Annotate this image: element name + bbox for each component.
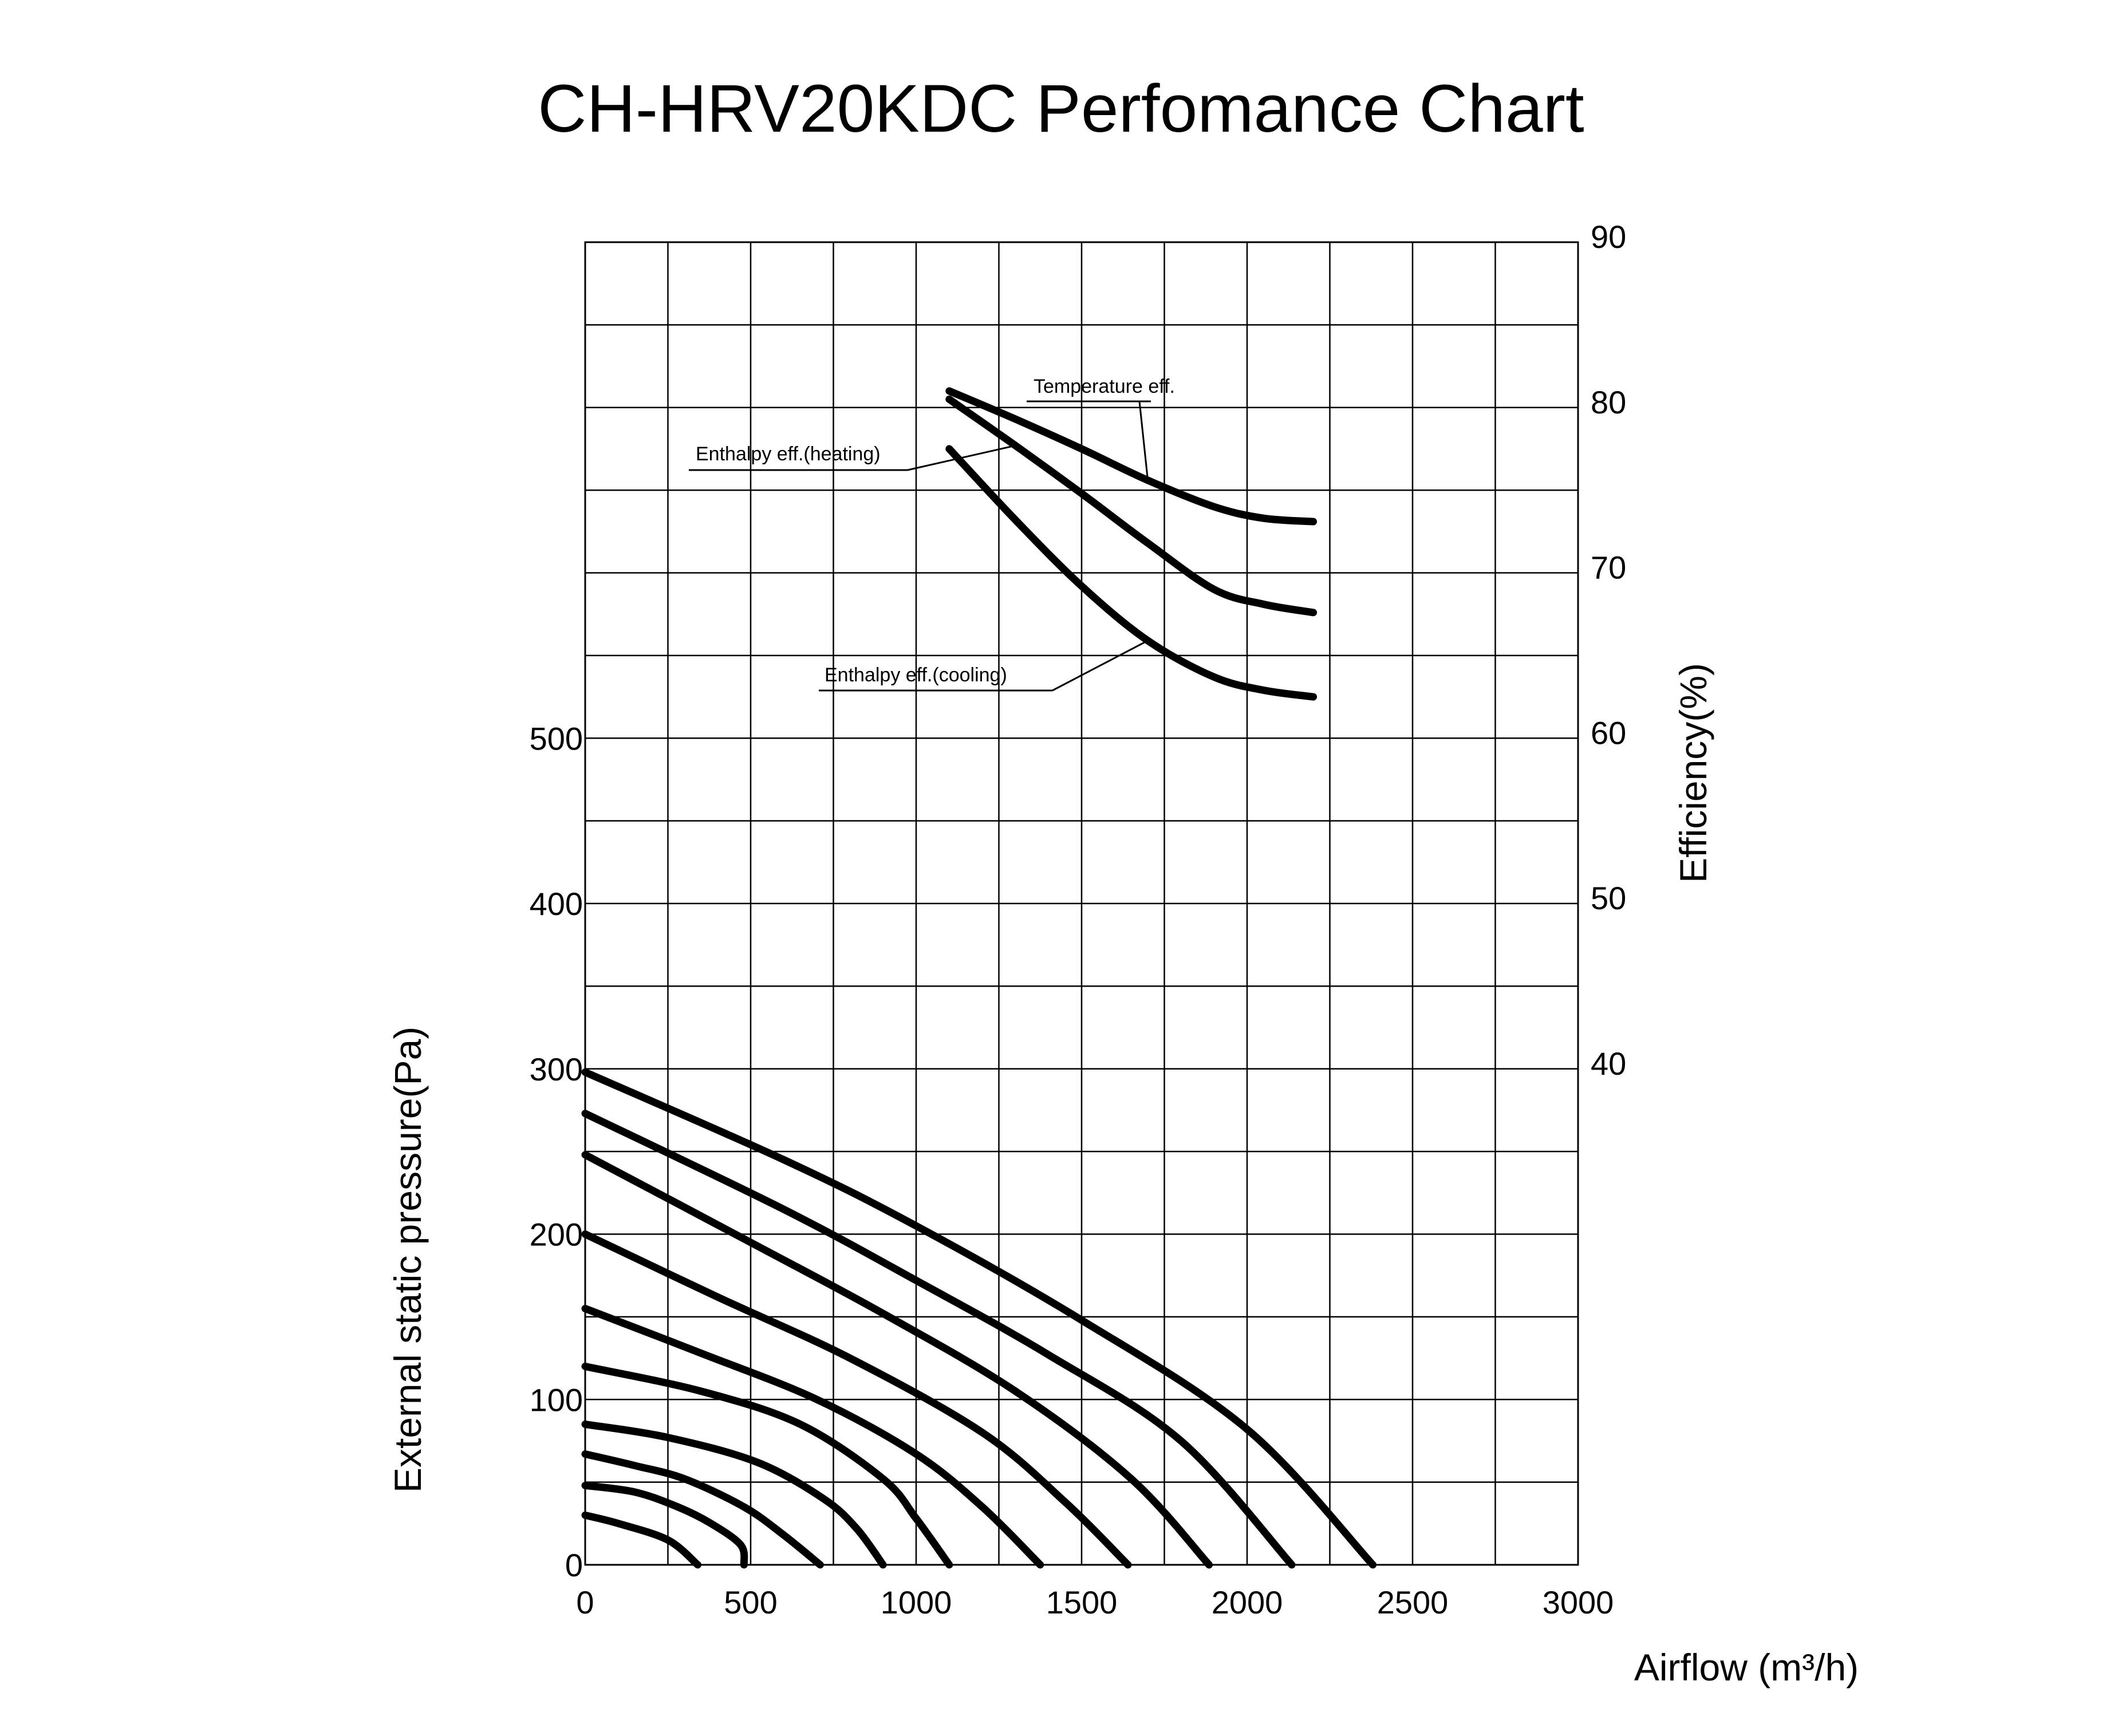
y-left-tick-label: 100	[530, 1382, 583, 1418]
x-tick-label: 0	[576, 1584, 594, 1620]
pressure-curve	[581, 1230, 1132, 1569]
series-annotation: Temperature eff.	[1034, 376, 1175, 397]
efficiency-curves	[945, 387, 1318, 701]
plot-frame	[584, 241, 1579, 1566]
x-tick-label: 2000	[1212, 1584, 1283, 1620]
pressure-curve	[581, 1421, 887, 1569]
y-axis-right-label: Efficiency(%)	[1672, 663, 1714, 883]
grid	[584, 241, 1579, 1566]
annotation-leader	[1138, 401, 1149, 480]
pressure-curve	[581, 1481, 748, 1569]
annotation-leader	[1052, 640, 1149, 692]
y-right-tick-label: 80	[1591, 384, 1626, 420]
series-annotations: Temperature eff. Enthalpy eff.(heating) En…	[689, 376, 1175, 692]
y-left-tick-label: 300	[530, 1051, 583, 1087]
y-right-tick-label: 50	[1591, 880, 1626, 916]
pressure-curve	[581, 1450, 824, 1569]
x-axis-label: Airflow (m³/h)	[1634, 1646, 1859, 1688]
y-left-tick-label: 0	[565, 1547, 583, 1583]
pressure-curve	[581, 1068, 1377, 1569]
efficiency-curve	[945, 387, 1318, 526]
y-left-tick-label: 500	[530, 720, 583, 756]
x-tick-label: 1500	[1046, 1584, 1118, 1620]
y-right-tick-label: 70	[1591, 550, 1626, 586]
pressure-curves	[581, 1068, 1377, 1569]
efficiency-curve	[945, 445, 1318, 701]
series-annotation: Enthalpy eff.(heating)	[696, 443, 881, 465]
pressure-curve	[581, 1110, 1296, 1569]
x-tick-label: 2500	[1377, 1584, 1449, 1620]
chart-title: CH-HRV20KDC Perfomance Chart	[538, 71, 1584, 147]
y-right-tick-label: 40	[1591, 1045, 1626, 1082]
series-annotation: Enthalpy eff.(cooling)	[825, 664, 1007, 686]
x-tick-label: 1000	[881, 1584, 952, 1620]
tick-labels: 0 500 1000 1500 2000 2500 3000 0 100 200 300 400 500…	[530, 219, 1627, 1620]
y-left-tick-label: 400	[530, 886, 583, 922]
pressure-curve	[581, 1304, 1044, 1569]
annotation-leader	[907, 444, 1016, 471]
pressure-curve	[581, 1363, 953, 1569]
y-right-tick-label: 90	[1591, 219, 1626, 255]
x-tick-label: 3000	[1543, 1584, 1614, 1620]
pressure-curve	[581, 1511, 702, 1569]
x-tick-label: 500	[724, 1584, 777, 1620]
pressure-curve	[581, 1151, 1213, 1569]
y-left-tick-label: 200	[530, 1217, 583, 1253]
y-axis-left-label: External static pressure(Pa)	[386, 1027, 429, 1493]
y-right-tick-label: 60	[1591, 715, 1626, 751]
